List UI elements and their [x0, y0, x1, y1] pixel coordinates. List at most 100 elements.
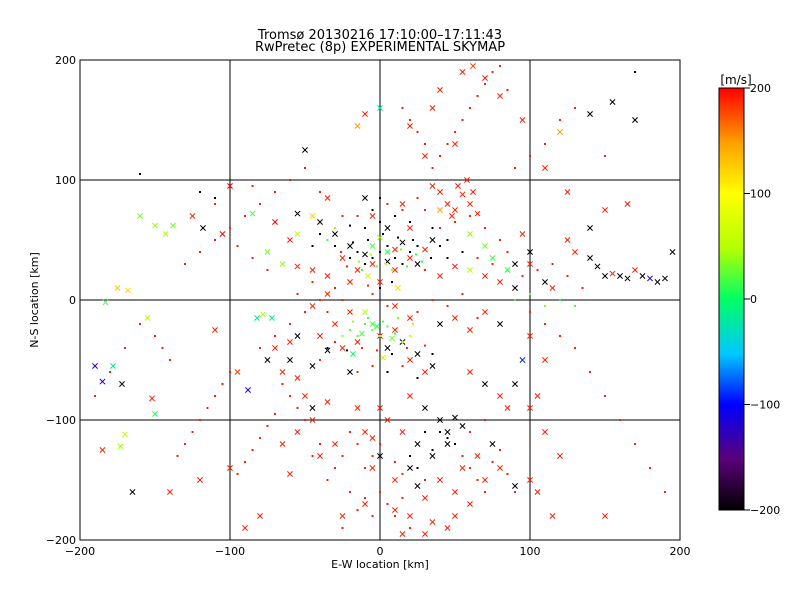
data-point-x	[482, 75, 488, 81]
data-point-dot	[394, 461, 396, 463]
data-point-dot	[341, 335, 344, 337]
data-point-x	[407, 315, 413, 321]
data-point-x	[482, 273, 488, 279]
data-point-x	[609, 270, 616, 277]
data-point-dot	[229, 227, 231, 229]
data-point-x	[392, 303, 398, 309]
data-point-x	[354, 339, 361, 345]
data-point-x	[639, 273, 646, 279]
data-point-x	[392, 267, 398, 273]
data-point-x	[422, 405, 428, 411]
data-point-dot	[416, 467, 419, 469]
data-point-x	[219, 231, 226, 237]
data-point-x	[437, 417, 443, 423]
data-point-dot	[415, 253, 417, 256]
data-point-dot	[214, 203, 216, 205]
data-point-x	[497, 93, 503, 99]
data-point-x	[350, 351, 356, 357]
data-point-dot	[370, 253, 372, 256]
data-point-dot	[386, 371, 389, 373]
data-point-x	[422, 531, 428, 537]
data-point-dot	[259, 203, 261, 205]
data-point-dot	[409, 335, 411, 337]
data-point-dot	[416, 311, 419, 313]
data-point-x	[249, 210, 256, 217]
data-point-x	[519, 357, 526, 363]
data-point-x	[474, 210, 481, 217]
data-point-dot	[379, 221, 381, 223]
data-point-x	[395, 285, 401, 291]
data-point-dot	[139, 173, 141, 175]
data-point-dot	[349, 224, 351, 227]
data-point-dot	[349, 431, 351, 433]
data-point-dot	[376, 265, 378, 268]
data-point-dot	[274, 335, 276, 337]
data-point-x	[444, 441, 451, 447]
data-point-dot	[251, 185, 254, 187]
data-point-x	[482, 243, 488, 249]
data-point-dot	[424, 344, 426, 347]
data-point-dot	[446, 143, 449, 145]
data-point-dot	[604, 395, 606, 397]
data-point-x	[309, 405, 316, 411]
data-point-dot	[364, 323, 366, 325]
data-point-x	[99, 447, 106, 453]
data-point-dot	[379, 491, 381, 493]
data-point-dot	[536, 269, 539, 271]
data-point-x	[504, 267, 511, 273]
data-point-dot	[274, 191, 276, 193]
data-point-dot	[367, 284, 369, 287]
data-point-dot	[379, 197, 381, 199]
data-point-x	[512, 381, 518, 387]
data-point-x	[437, 321, 443, 327]
data-point-x	[542, 429, 548, 435]
data-point-dot	[454, 131, 456, 133]
data-point-x	[534, 489, 541, 495]
data-point-dot	[199, 419, 201, 421]
data-point-dot	[409, 251, 411, 253]
data-point-x	[452, 141, 458, 147]
data-point-x	[519, 231, 526, 237]
data-point-x	[414, 483, 421, 489]
data-point-dot	[251, 257, 254, 259]
data-point-dot	[176, 455, 179, 457]
data-point-dot	[391, 281, 393, 283]
data-point-dot	[604, 155, 606, 157]
data-point-x	[324, 291, 331, 297]
data-point-dot	[589, 371, 591, 373]
data-point-dot	[364, 263, 366, 265]
data-point-x	[170, 222, 176, 229]
data-point-x	[152, 411, 158, 417]
data-point-dot	[514, 299, 516, 301]
data-point-x	[467, 201, 473, 207]
data-point-x	[399, 429, 406, 435]
data-point-x	[384, 345, 391, 351]
data-point-x	[189, 213, 196, 219]
y-tick-label: −100	[46, 414, 76, 427]
data-point-x	[464, 177, 470, 183]
data-point-dot	[296, 407, 299, 409]
data-point-dot	[334, 245, 336, 247]
data-point-dot	[352, 320, 354, 323]
data-point-dot	[416, 377, 419, 379]
data-point-dot	[319, 299, 321, 301]
data-point-dot	[491, 71, 494, 73]
data-point-dot	[259, 437, 261, 439]
data-point-dot	[229, 371, 231, 373]
data-point-x	[354, 267, 361, 273]
data-point-dot	[476, 257, 479, 259]
data-point-dot	[191, 431, 194, 433]
data-point-x	[527, 405, 533, 411]
data-point-x	[110, 363, 116, 369]
data-point-x	[587, 255, 593, 261]
data-point-x	[399, 531, 406, 537]
data-point-dot	[349, 329, 351, 331]
data-point-dot	[319, 233, 321, 235]
data-point-dot	[334, 287, 336, 289]
data-point-dot	[251, 449, 254, 451]
data-point-dot	[371, 257, 374, 259]
data-point-dot	[341, 215, 344, 217]
data-point-x	[384, 417, 391, 423]
data-point-x	[392, 327, 398, 333]
data-point-x	[467, 231, 473, 237]
